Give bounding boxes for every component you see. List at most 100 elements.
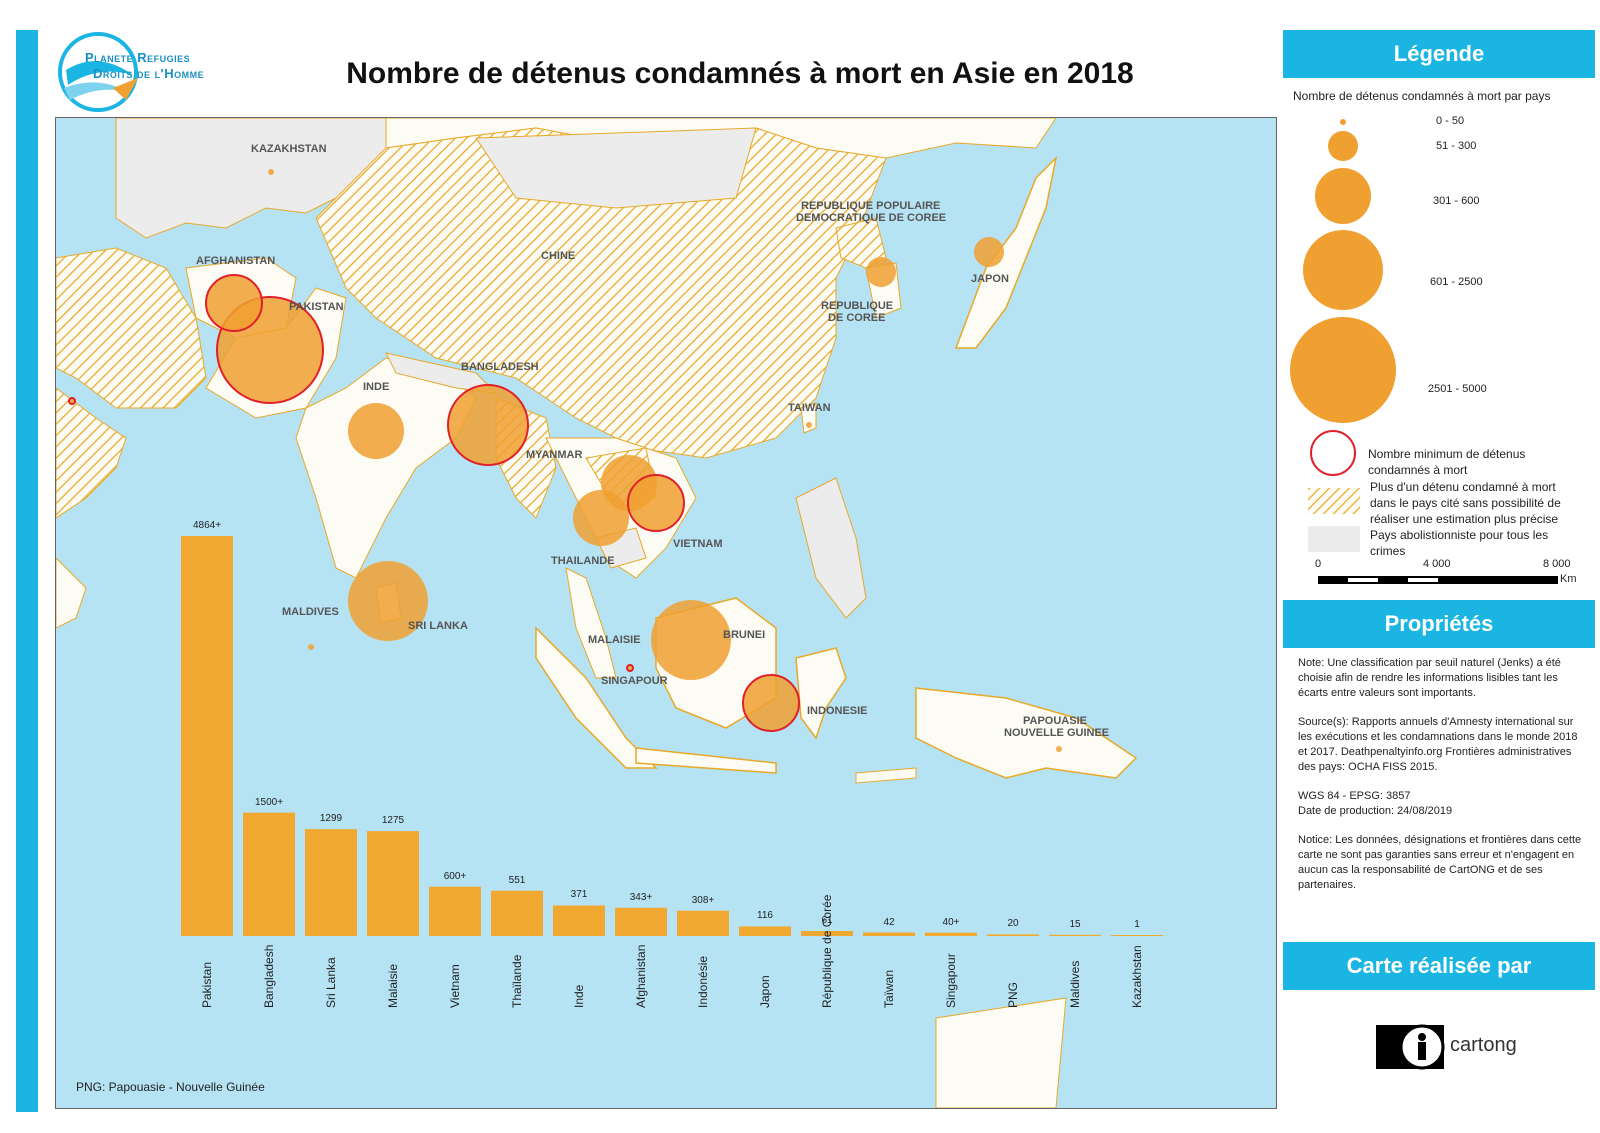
legend-class-1: 0 - 50: [1436, 115, 1465, 127]
bar-3: [367, 831, 419, 936]
map-circle-singapour: [626, 664, 634, 672]
legend-class-3: 301 - 600: [1433, 195, 1480, 207]
bar-6: [553, 905, 605, 936]
legend-hatch-box: [1308, 488, 1360, 514]
bar-0: [181, 536, 233, 936]
bar-value-label: 116: [757, 910, 773, 922]
legend-subtitle: Nombre de détenus condamnés à mort par p…: [1293, 89, 1551, 103]
asia-map: [56, 118, 1138, 1108]
label-afghanistan: AFGHANISTAN: [196, 255, 276, 267]
map-circle-vietnam-min: [627, 474, 685, 532]
properties-header: Propriétés: [1283, 600, 1595, 648]
label-vietnam: VIETNAM: [673, 538, 723, 550]
scale-label-4000: 4 000: [1423, 558, 1451, 570]
map-circle-coree: [866, 257, 896, 287]
label-japon: JAPON: [971, 273, 1009, 285]
bar-value-label: 1299: [319, 813, 343, 825]
bar-category-label: Bangladesh: [262, 944, 276, 1008]
china-shape: [315, 127, 887, 459]
label-bangladesh: BANGLADESH: [461, 361, 539, 373]
properties-source: Source(s): Rapports annuels d'Amnesty in…: [1298, 716, 1578, 773]
bar-value-label: 61: [821, 914, 833, 926]
map-circle-taiwan: [806, 422, 812, 428]
map-circle-maldives: [308, 644, 314, 650]
bar-chart: [181, 536, 1163, 936]
sumatra-shape: [535, 626, 658, 769]
map-circle-malaisie: [651, 600, 731, 680]
philippines-shape: [795, 477, 867, 619]
map-circle-png: [1056, 746, 1062, 752]
bar-category-label: Vietnam: [448, 964, 462, 1008]
label-indonesie: INDONESIE: [807, 705, 868, 717]
africa-horn-shape: [56, 557, 87, 629]
sulawesi-shape: [795, 647, 847, 740]
bar-value-label: 371: [570, 889, 588, 901]
cartong-logo: cartong: [1376, 1022, 1521, 1072]
legend-min-1: Nombre minimum de détenus: [1368, 447, 1526, 461]
legend-circle-51-300: [1328, 131, 1358, 161]
legend-circle-601-2500: [1303, 230, 1383, 310]
label-singapour: SINGAPOUR: [601, 675, 668, 687]
scale-label-0: 0: [1315, 558, 1322, 570]
legend-class-5: 2501 - 5000: [1428, 383, 1487, 395]
bar-13: [987, 934, 1039, 936]
label-maldives: MALDIVES: [282, 606, 339, 618]
bar-category-label: Maldives: [1068, 960, 1082, 1008]
bar-category-label: République de Corée: [820, 894, 834, 1008]
label-myanmar: MYANMAR: [526, 449, 583, 461]
label-papouasie-2: NOUVELLE GUINEE: [1004, 727, 1110, 739]
bar-category-label: Taïwan: [882, 969, 896, 1008]
map-circle-inde: [348, 403, 404, 459]
bar-category-label: Thaïlande: [510, 954, 524, 1008]
bar-value-label: 4864+: [192, 520, 222, 531]
left-accent-bar: [16, 30, 38, 1112]
taiwan-shape: [800, 402, 817, 434]
credits-header: Carte réalisée par: [1283, 942, 1595, 990]
java-shape: [635, 747, 777, 774]
timor-shape: [855, 767, 917, 784]
label-kazakhstan: KAZAKHSTAN: [251, 143, 327, 155]
bar-10: [801, 930, 853, 936]
legend-circle-301-600: [1315, 168, 1371, 224]
iran-shape: [56, 247, 207, 409]
legend-circle-0-50: [1340, 119, 1346, 125]
legend-class-4: 601 - 2500: [1430, 276, 1483, 288]
australia-shape: [935, 997, 1067, 1108]
map-circle-kazakhstan: [268, 169, 274, 175]
properties-text: Note: Une classification par seuil natur…: [1298, 656, 1588, 907]
legend-hatch-3: réaliser une estimation plus précise: [1370, 512, 1559, 526]
scale-unit: Km: [1560, 573, 1577, 585]
malay-peninsula-shape: [565, 567, 617, 679]
bar-value-label: 343+: [629, 891, 653, 903]
bar-5: [491, 890, 543, 936]
label-chine: CHINE: [541, 250, 576, 262]
logo-text-line1: Planete Refugies: [85, 50, 191, 65]
bar-9: [739, 926, 791, 936]
bar-category-label: Inde: [572, 984, 586, 1008]
legend-hatch-1: Plus d'un détenu condamné à mort: [1370, 480, 1556, 494]
map-circle-arabia: [68, 397, 76, 405]
map-circle-indonesie: [742, 674, 800, 732]
bar-value-label: 20: [1007, 918, 1019, 930]
map-circle-afghanistan: [205, 274, 263, 332]
legend-class-2: 51 - 300: [1436, 140, 1477, 152]
legend-circle-2501-5000: [1290, 317, 1396, 423]
legend-min-circle: [1310, 430, 1356, 476]
map-circle-thailande: [573, 490, 629, 546]
map-circle-bangladesh: [447, 384, 529, 466]
properties-note: Note: Une classification par seuil natur…: [1298, 657, 1561, 699]
legend-abol-2: crimes: [1370, 544, 1406, 558]
bar-8: [677, 910, 729, 936]
bar-14: [1049, 934, 1101, 936]
logo-text-line2: Droits de l'Homme: [93, 66, 205, 81]
label-brunei: BRUNEI: [723, 629, 766, 641]
bar-2: [305, 829, 357, 936]
mongolia-shape: [475, 127, 757, 209]
properties-date: Date de production: 24/08/2019: [1298, 805, 1453, 817]
bar-value-label: 15: [1069, 918, 1081, 930]
arabia-shape: [56, 387, 127, 519]
bar-value-label: 40+: [942, 916, 960, 928]
label-sri-lanka: SRI LANKA: [408, 620, 468, 632]
bar-11: [863, 932, 915, 936]
india-shape: [295, 357, 477, 579]
